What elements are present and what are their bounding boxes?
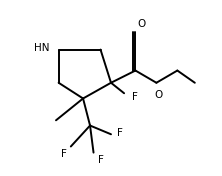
Text: F: F	[117, 128, 123, 137]
Text: O: O	[137, 19, 146, 29]
Text: F: F	[98, 155, 104, 165]
Text: O: O	[154, 90, 162, 100]
Text: F: F	[132, 92, 138, 102]
Text: HN: HN	[34, 43, 49, 53]
Text: F: F	[61, 149, 66, 159]
